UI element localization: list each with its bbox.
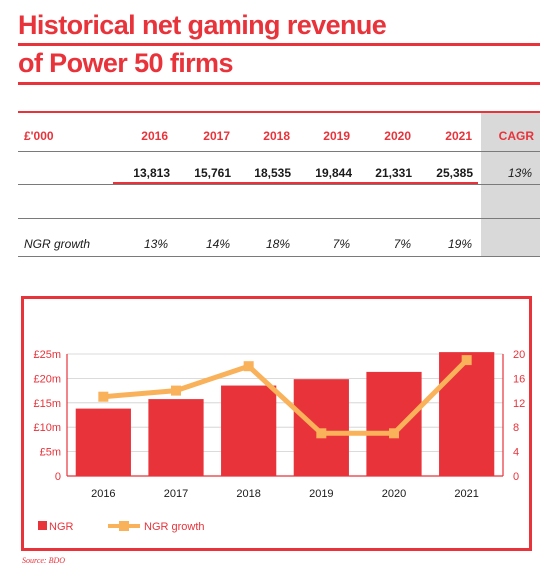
table-row-rule	[18, 151, 540, 152]
table-growth-value: 7%	[332, 237, 350, 251]
source-note: Source: BDO	[22, 556, 66, 565]
table-year-header: 2018	[263, 129, 290, 143]
table-year-header: 2017	[203, 129, 230, 143]
chart-frame	[21, 296, 532, 551]
table-header-rule	[18, 111, 540, 113]
table-ngr-value: 18,535	[254, 166, 291, 180]
table-row-rule	[18, 184, 540, 185]
ngr-row-underline	[113, 182, 478, 185]
table-ngr-value: 21,331	[375, 166, 412, 180]
title-divider	[18, 43, 540, 46]
table-growth-value: 19%	[447, 237, 472, 251]
table-growth-value: 18%	[265, 237, 290, 251]
table-ngr-value: 19,844	[315, 166, 352, 180]
table-ngr-value: 13,813	[133, 166, 170, 180]
table-year-header: 2016	[141, 129, 168, 143]
table-growth-value: 7%	[393, 237, 411, 251]
table-row-rule	[18, 218, 540, 219]
cagr-column-shade	[481, 111, 540, 256]
table-year-header: 2019	[323, 129, 350, 143]
title-divider	[18, 82, 540, 85]
table-ngr-value: 15,761	[194, 166, 231, 180]
table-cagr-value: 13%	[507, 166, 532, 180]
chart-title-line-2: of Power 50 firms	[18, 48, 233, 78]
chart-title-line-1: Historical net gaming revenue	[18, 10, 387, 40]
table-bottom-rule	[18, 256, 540, 257]
table-cagr-header: CAGR	[498, 129, 534, 143]
table-growth-value: 14%	[205, 237, 230, 251]
table-growth-value: 13%	[143, 237, 168, 251]
table-growth-label: NGR growth	[24, 237, 91, 251]
table-year-header: 2020	[384, 129, 411, 143]
table-year-header: 2021	[445, 129, 472, 143]
table-ngr-value: 25,385	[436, 166, 473, 180]
table-corner-label: £'000	[24, 129, 54, 143]
